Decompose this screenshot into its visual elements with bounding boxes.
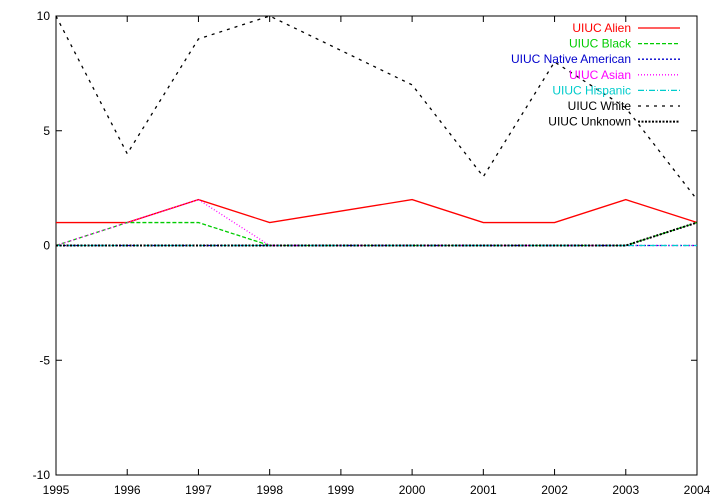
legend-label: UIUC Asian [569,68,631,82]
y-tick-label: 10 [37,9,51,23]
y-tick-label: -10 [33,468,51,482]
y-tick-label: 0 [43,239,50,253]
legend-label: UIUC Unknown [548,115,631,129]
x-tick-label: 1995 [43,483,70,497]
x-tick-label: 2004 [684,483,711,497]
axes: 1995 1996 1997 1998 1999 2000 2001 2002 2003 2004… [33,9,711,497]
series-lines [55,15,698,247]
y-tick-label: -5 [39,353,50,367]
x-tick-label: 2002 [541,483,568,497]
x-tick-label: 1998 [256,483,283,497]
x-tick-label: 1997 [185,483,212,497]
series-line-uiuc-black [55,221,698,247]
legend-label: UIUC Native American [511,52,631,66]
series-line-uiuc-white [55,15,698,200]
x-tick-label: 1999 [328,483,355,497]
legend-label: UIUC Black [569,37,632,51]
legend-label: UIUC Hispanic [552,83,631,97]
x-tick-label: 2001 [470,483,497,497]
series-line-uiuc-alien [56,198,698,224]
x-tick-label: 2000 [399,483,426,497]
x-tick-label: 1996 [114,483,141,497]
y-tick-label: 5 [43,124,50,138]
series-line-uiuc-unknown [56,221,698,247]
legend-label: UIUC White [568,99,632,113]
x-tick-label: 2003 [612,483,639,497]
legend-label: UIUC Alien [572,21,631,35]
